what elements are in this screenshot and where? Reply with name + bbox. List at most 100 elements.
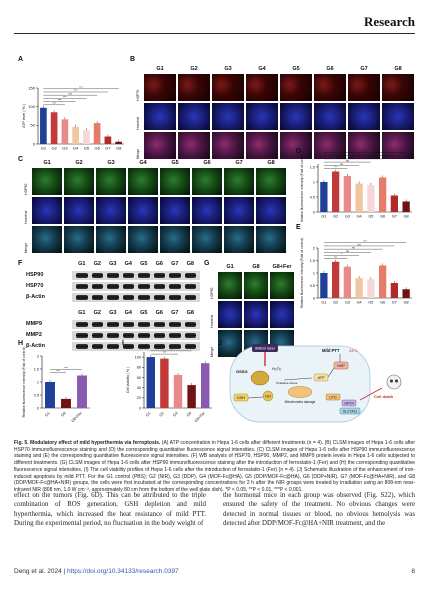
group-label: G6 xyxy=(326,66,334,72)
micrograph-tile xyxy=(96,168,126,195)
y-tick-label: 50 xyxy=(31,123,36,128)
micrograph-tile xyxy=(280,74,312,101)
y-tick-label: 1.5 xyxy=(310,259,315,263)
x-tick-label: G2 xyxy=(51,146,57,151)
bar-G8 xyxy=(61,398,71,408)
y-axis-label: Cell viability ( % ) xyxy=(126,367,130,393)
blot-band xyxy=(184,344,196,349)
panel-label-d: D xyxy=(296,148,302,155)
group-label: G8 xyxy=(252,264,260,270)
blot-band xyxy=(107,344,119,349)
x-tick-label: G1 xyxy=(44,411,50,417)
scheme-atp: ATP xyxy=(317,376,325,380)
x-tick-label: G3 xyxy=(345,300,350,304)
sig-label: ns xyxy=(358,242,362,246)
lane-label: G3 xyxy=(109,310,117,316)
group-label: G2 xyxy=(75,160,83,166)
row-label: Hoechst xyxy=(24,210,28,224)
scheme-arrow-5 xyxy=(247,396,264,399)
sig-label: *** xyxy=(63,95,67,99)
sig-label: * xyxy=(341,252,343,256)
x-tick-label: G5 xyxy=(84,146,90,151)
bar-G8+Fer xyxy=(77,375,87,408)
micrograph-tile xyxy=(348,132,380,159)
row-label: Hoechst xyxy=(136,116,140,130)
y-axis-label: Relative fluorescence intensity (Fold of… xyxy=(300,238,304,308)
y-axis-label: ATP level ( % ) xyxy=(22,104,26,128)
sig-label: ns xyxy=(340,162,344,166)
y-tick-label: 2 xyxy=(37,354,39,358)
scheme-mito-label: Mitochondria damage xyxy=(285,400,316,404)
blot-band xyxy=(76,333,88,338)
y-tick-label: 1 xyxy=(313,271,315,275)
caption-lead: Fig. 5. xyxy=(14,440,29,446)
footer-doi-link[interactable]: https://doi.org/10.34133/research.0397 xyxy=(67,568,179,575)
micrograph-tile xyxy=(128,226,158,253)
scheme-gsh-box xyxy=(233,393,249,402)
micrograph-tile xyxy=(314,132,346,159)
sig-label: *** xyxy=(79,85,83,89)
blot-band xyxy=(122,344,134,349)
bar-G7 xyxy=(390,195,399,212)
blot-band xyxy=(76,273,88,278)
micrograph-tile xyxy=(212,74,244,101)
bar-G2 xyxy=(331,261,340,298)
x-tick-label: G6 xyxy=(380,300,385,304)
sig-label: ns xyxy=(346,249,350,253)
x-tick-label: G3 xyxy=(172,411,178,417)
blot-band xyxy=(138,284,150,289)
scheme-oh-label: OH xyxy=(265,395,271,399)
x-tick-label: G8 xyxy=(60,411,66,417)
group-label: G7 xyxy=(360,66,368,72)
y-tick-label: 1.5 xyxy=(310,165,315,169)
y-axis-label: Relative fluorescence intensity (Fold of… xyxy=(300,153,304,222)
x-tick-label: G7 xyxy=(392,214,397,218)
lane-label: G7 xyxy=(171,261,179,267)
panel-c-images: G1 G2 G3 G4 G5 G6 G7 G8 HSP90 Hoechst Merge xyxy=(24,158,286,256)
sig-label: ns xyxy=(352,155,356,159)
x-tick-label: G3 xyxy=(345,214,350,218)
bar-G5 xyxy=(367,279,375,298)
x-tick-label: G8+Fer xyxy=(71,411,84,424)
micrograph-tile xyxy=(128,197,158,224)
bar-G6 xyxy=(378,265,387,298)
bar-G7 xyxy=(104,136,112,144)
blot-band xyxy=(91,333,103,338)
micrograph-tile xyxy=(212,103,244,130)
scheme-gpx4-box xyxy=(341,399,357,407)
y-tick-label: 0.5 xyxy=(310,284,315,288)
bar-G1 xyxy=(320,273,328,298)
header-rule xyxy=(14,33,415,34)
group-label: G7 xyxy=(235,160,243,166)
panel-label-c: C xyxy=(18,156,24,163)
page-number: 8 xyxy=(411,568,415,575)
micrograph-tile xyxy=(244,301,268,328)
blot-band xyxy=(107,322,119,327)
lane-label: G2 xyxy=(93,310,101,316)
body-text-right: the hormonal mice in each group was obse… xyxy=(223,492,415,527)
blot-band xyxy=(107,273,119,278)
scheme-cell-death: Cell death xyxy=(374,394,394,399)
scheme-j: 808nm laser GSSG H₂O₂ GSH OH HSP ATP Mit… xyxy=(229,344,402,423)
y-tick-label: 100 xyxy=(135,355,141,359)
group-label: G5 xyxy=(292,66,300,72)
y-tick-label: 0 xyxy=(313,296,315,300)
protein-label: HSP70 xyxy=(26,283,44,289)
blot-band xyxy=(76,295,88,300)
scheme-oxidative: Oxidative stress xyxy=(276,381,298,385)
micrograph-tile xyxy=(64,168,94,195)
x-tick-label: G3 xyxy=(62,146,68,151)
sig-label: *** xyxy=(163,351,167,355)
sig-label: *** xyxy=(64,366,68,370)
lane-label: G3 xyxy=(109,261,117,267)
x-tick-label: G2 xyxy=(333,300,338,304)
lane-label: G6 xyxy=(155,310,163,316)
micrograph-tile xyxy=(144,103,176,130)
x-tick-label: G8+Fer xyxy=(194,411,207,424)
blot-band xyxy=(76,284,88,289)
scheme-slc: SLC7A11 xyxy=(343,409,357,413)
blot-band xyxy=(184,273,196,278)
micrograph-tile xyxy=(128,168,158,195)
chart-i: 0 20 40 60 80 100 Cell viability ( % ) G1 G2 G3 G8… xyxy=(126,347,212,424)
group-label: G1 xyxy=(226,264,234,270)
